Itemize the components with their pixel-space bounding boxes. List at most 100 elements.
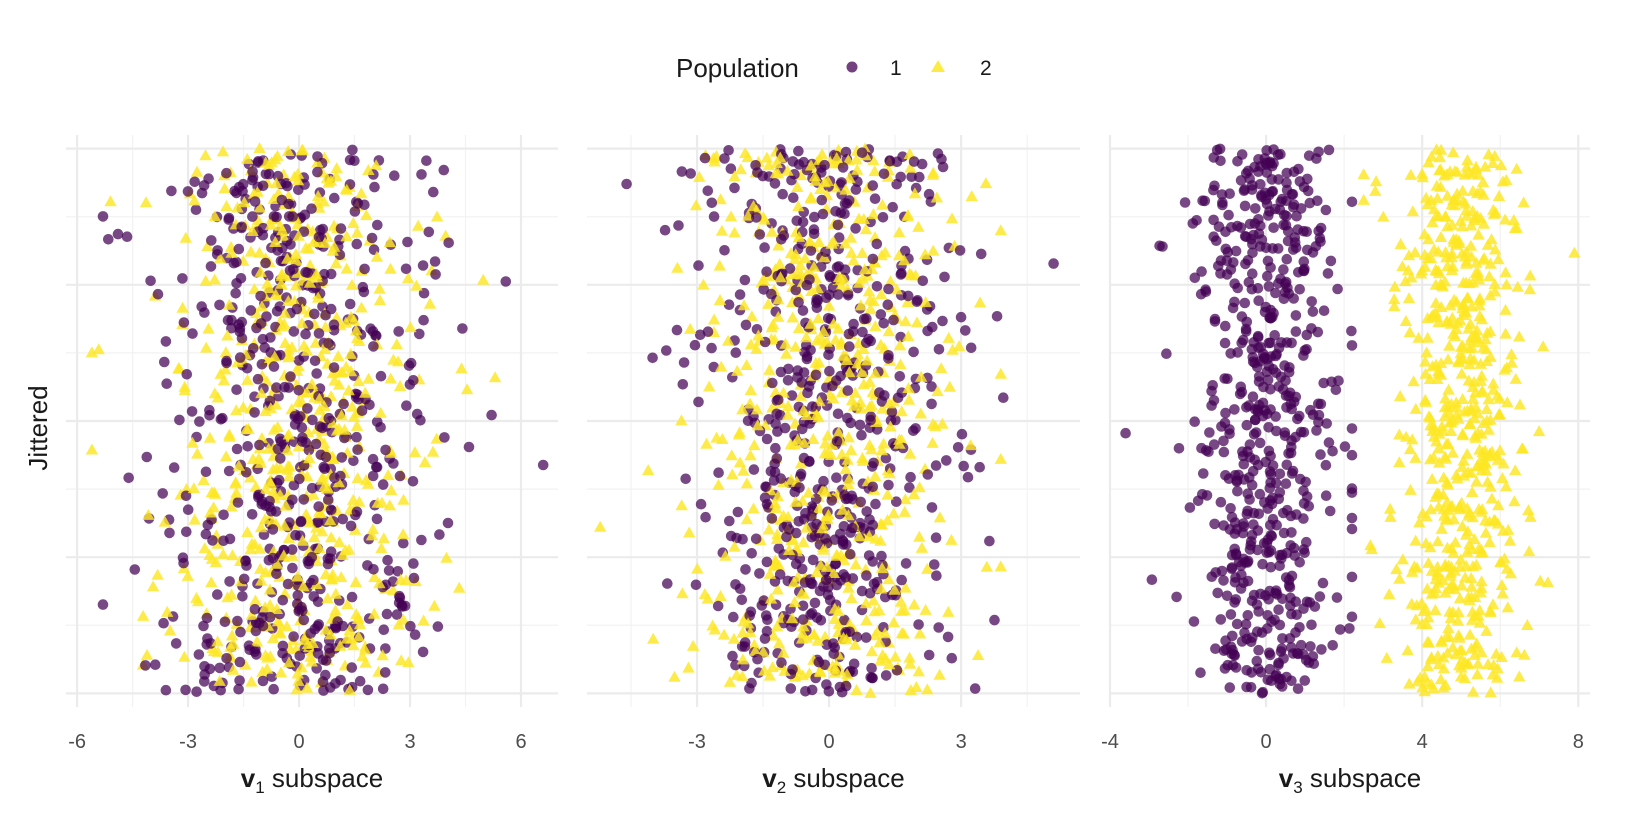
point-population-1 xyxy=(1285,600,1296,611)
point-population-2 xyxy=(743,397,757,409)
point-population-2 xyxy=(335,409,348,421)
point-population-1 xyxy=(1225,503,1236,514)
point-population-2 xyxy=(765,321,778,333)
point-population-2 xyxy=(876,649,889,661)
point-population-2 xyxy=(1522,504,1535,516)
point-population-2 xyxy=(1407,375,1420,387)
point-population-2 xyxy=(1468,533,1481,545)
point-population-2 xyxy=(784,438,797,450)
point-population-2 xyxy=(1440,168,1454,179)
point-population-1 xyxy=(1197,195,1208,206)
point-population-2 xyxy=(1499,303,1512,315)
point-population-2 xyxy=(744,338,758,350)
point-population-1 xyxy=(871,238,883,250)
point-population-1 xyxy=(786,390,798,401)
point-population-1 xyxy=(219,616,231,628)
legend-label-2: 2 xyxy=(980,57,992,80)
point-population-2 xyxy=(812,312,825,324)
point-population-2 xyxy=(821,447,834,459)
point-population-2 xyxy=(851,163,864,175)
point-population-1 xyxy=(123,472,134,484)
point-population-1 xyxy=(334,234,345,246)
point-population-2 xyxy=(1440,630,1453,642)
point-population-1 xyxy=(941,455,952,466)
point-population-2 xyxy=(285,341,299,353)
point-population-2 xyxy=(1465,580,1478,592)
point-population-2 xyxy=(1435,420,1449,432)
point-population-2 xyxy=(1486,598,1500,610)
point-population-2 xyxy=(764,484,777,496)
point-population-2 xyxy=(786,311,799,323)
point-population-2 xyxy=(847,254,860,266)
point-population-2 xyxy=(1417,605,1430,617)
point-population-2 xyxy=(1468,648,1481,660)
point-population-2 xyxy=(277,549,290,561)
point-population-1 xyxy=(869,193,881,204)
point-population-1 xyxy=(206,235,217,246)
point-population-1 xyxy=(152,288,164,300)
point-population-2 xyxy=(417,614,430,626)
point-population-2 xyxy=(936,417,949,429)
point-population-2 xyxy=(898,604,911,616)
point-population-2 xyxy=(347,639,360,651)
point-population-1 xyxy=(984,535,995,547)
point-population-2 xyxy=(893,226,906,238)
point-population-2 xyxy=(1499,327,1512,339)
point-population-1 xyxy=(322,558,334,570)
point-population-1 xyxy=(1239,200,1251,212)
point-population-2 xyxy=(340,183,353,195)
point-population-1 xyxy=(443,237,455,249)
point-population-2 xyxy=(430,432,443,444)
point-population-2 xyxy=(280,620,294,632)
point-population-2 xyxy=(647,632,660,644)
legend-key-triangle-icon xyxy=(931,60,945,72)
point-population-2 xyxy=(330,162,343,174)
point-population-1 xyxy=(121,231,133,242)
point-population-1 xyxy=(1232,282,1243,294)
point-population-1 xyxy=(773,394,784,406)
point-population-1 xyxy=(1268,222,1279,233)
point-population-2 xyxy=(190,165,204,177)
point-population-1 xyxy=(252,156,264,167)
point-population-1 xyxy=(347,144,358,156)
x-tick-label: -3 xyxy=(179,731,197,753)
point-population-1 xyxy=(835,370,846,382)
point-population-2 xyxy=(707,313,721,325)
point-population-2 xyxy=(1497,457,1510,469)
point-population-1 xyxy=(828,648,840,660)
point-population-1 xyxy=(1260,242,1272,254)
point-population-2 xyxy=(1441,353,1455,365)
point-population-1 xyxy=(309,308,320,320)
point-population-2 xyxy=(842,581,855,593)
point-population-2 xyxy=(803,235,816,247)
point-population-2 xyxy=(1481,475,1494,487)
point-population-2 xyxy=(867,594,880,606)
x-tick-label: -6 xyxy=(68,731,86,753)
point-population-1 xyxy=(306,482,318,494)
point-population-1 xyxy=(377,683,389,695)
point-population-2 xyxy=(352,375,365,387)
point-population-1 xyxy=(1184,502,1196,513)
point-population-1 xyxy=(235,626,246,638)
point-population-2 xyxy=(1396,553,1409,565)
point-population-2 xyxy=(901,296,914,308)
point-population-1 xyxy=(292,598,303,610)
point-population-2 xyxy=(1394,390,1407,401)
point-population-1 xyxy=(724,515,735,527)
point-population-2 xyxy=(781,510,795,522)
point-population-1 xyxy=(1263,422,1274,433)
point-population-1 xyxy=(895,171,906,183)
point-population-1 xyxy=(300,266,311,278)
point-population-1 xyxy=(1242,610,1254,621)
point-population-2 xyxy=(219,363,232,375)
x-axis-title-rest: subspace xyxy=(786,763,905,793)
point-population-1 xyxy=(831,579,842,591)
point-population-2 xyxy=(1431,649,1445,661)
point-population-1 xyxy=(1268,158,1279,169)
point-population-2 xyxy=(1465,341,1479,353)
point-population-2 xyxy=(1442,622,1455,634)
point-population-1 xyxy=(888,314,899,326)
point-population-1 xyxy=(845,527,856,538)
point-population-1 xyxy=(790,284,802,296)
point-population-2 xyxy=(188,194,201,206)
